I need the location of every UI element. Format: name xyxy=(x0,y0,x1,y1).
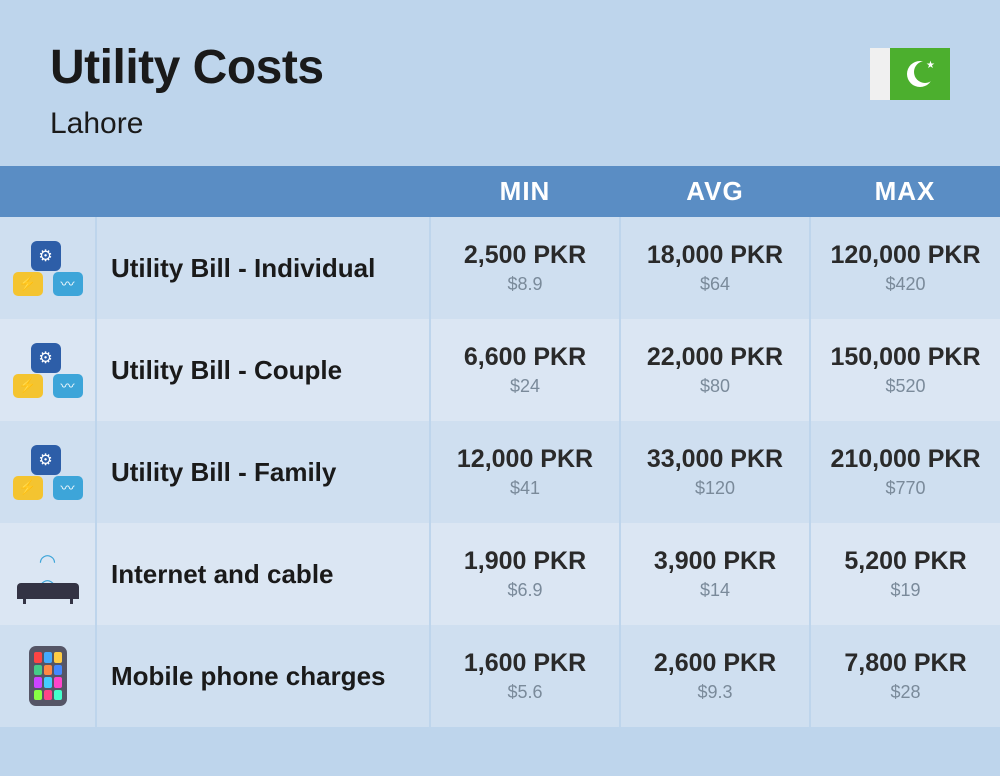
utility-costs-table: MIN AVG MAX ⚙⚡〰Utility Bill - Individual… xyxy=(0,166,1000,727)
page-subtitle: Lahore xyxy=(50,107,324,141)
row-icon-cell xyxy=(0,625,96,727)
table-row: ⚙⚡〰Utility Bill - Couple 6,600 PKR $24 22,0… xyxy=(0,319,1000,421)
min-usd: $8.9 xyxy=(439,274,611,295)
col-header-label xyxy=(96,166,430,217)
table-row: ◠◠ Internet and cable 1,900 PKR $6.9 3,900 P… xyxy=(0,523,1000,625)
avg-pkr: 33,000 PKR xyxy=(629,445,801,474)
row-label: Utility Bill - Individual xyxy=(96,217,430,319)
row-avg: 2,600 PKR $9.3 xyxy=(620,625,810,727)
row-max: 210,000 PKR $770 xyxy=(810,421,1000,523)
min-usd: $41 xyxy=(439,478,611,499)
max-usd: $420 xyxy=(819,274,992,295)
utility-icon: ⚙⚡〰 xyxy=(13,241,83,296)
row-avg: 3,900 PKR $14 xyxy=(620,523,810,625)
min-pkr: 12,000 PKR xyxy=(439,445,611,474)
min-pkr: 1,600 PKR xyxy=(439,649,611,678)
min-pkr: 6,600 PKR xyxy=(439,343,611,372)
row-icon-cell: ⚙⚡〰 xyxy=(0,217,96,319)
utility-icon: ⚙⚡〰 xyxy=(13,445,83,500)
row-min: 2,500 PKR $8.9 xyxy=(430,217,620,319)
col-header-avg: AVG xyxy=(620,166,810,217)
row-label: Mobile phone charges xyxy=(96,625,430,727)
row-icon-cell: ⚙⚡〰 xyxy=(0,319,96,421)
max-usd: $28 xyxy=(819,682,992,703)
avg-usd: $80 xyxy=(629,376,801,397)
row-max: 120,000 PKR $420 xyxy=(810,217,1000,319)
row-max: 150,000 PKR $520 xyxy=(810,319,1000,421)
router-icon: ◠◠ xyxy=(17,549,79,599)
avg-usd: $120 xyxy=(629,478,801,499)
min-pkr: 2,500 PKR xyxy=(439,241,611,270)
avg-pkr: 2,600 PKR xyxy=(629,649,801,678)
row-min: 1,900 PKR $6.9 xyxy=(430,523,620,625)
header: Utility Costs Lahore ★ xyxy=(0,0,1000,166)
min-pkr: 1,900 PKR xyxy=(439,547,611,576)
avg-pkr: 18,000 PKR xyxy=(629,241,801,270)
row-min: 6,600 PKR $24 xyxy=(430,319,620,421)
avg-pkr: 22,000 PKR xyxy=(629,343,801,372)
col-header-min: MIN xyxy=(430,166,620,217)
max-usd: $19 xyxy=(819,580,992,601)
avg-usd: $64 xyxy=(629,274,801,295)
utility-icon: ⚙⚡〰 xyxy=(13,343,83,398)
row-max: 5,200 PKR $19 xyxy=(810,523,1000,625)
row-avg: 33,000 PKR $120 xyxy=(620,421,810,523)
max-pkr: 5,200 PKR xyxy=(819,547,992,576)
col-header-max: MAX xyxy=(810,166,1000,217)
avg-usd: $14 xyxy=(629,580,801,601)
col-header-icon xyxy=(0,166,96,217)
row-min: 12,000 PKR $41 xyxy=(430,421,620,523)
phone-icon xyxy=(29,646,67,706)
row-label: Utility Bill - Family xyxy=(96,421,430,523)
table-row: ⚙⚡〰Utility Bill - Family 12,000 PKR $41 33,… xyxy=(0,421,1000,523)
max-usd: $520 xyxy=(819,376,992,397)
min-usd: $24 xyxy=(439,376,611,397)
row-avg: 18,000 PKR $64 xyxy=(620,217,810,319)
max-pkr: 120,000 PKR xyxy=(819,241,992,270)
max-pkr: 210,000 PKR xyxy=(819,445,992,474)
avg-usd: $9.3 xyxy=(629,682,801,703)
row-label: Utility Bill - Couple xyxy=(96,319,430,421)
max-pkr: 7,800 PKR xyxy=(819,649,992,678)
row-icon-cell: ◠◠ xyxy=(0,523,96,625)
avg-pkr: 3,900 PKR xyxy=(629,547,801,576)
max-pkr: 150,000 PKR xyxy=(819,343,992,372)
row-label: Internet and cable xyxy=(96,523,430,625)
row-icon-cell: ⚙⚡〰 xyxy=(0,421,96,523)
pakistan-flag-icon: ★ xyxy=(870,48,950,100)
title-block: Utility Costs Lahore xyxy=(50,40,324,141)
min-usd: $5.6 xyxy=(439,682,611,703)
row-max: 7,800 PKR $28 xyxy=(810,625,1000,727)
max-usd: $770 xyxy=(819,478,992,499)
table-row: Mobile phone charges 1,600 PKR $5.6 2,600 P… xyxy=(0,625,1000,727)
min-usd: $6.9 xyxy=(439,580,611,601)
table-row: ⚙⚡〰Utility Bill - Individual 2,500 PKR $8.… xyxy=(0,217,1000,319)
row-min: 1,600 PKR $5.6 xyxy=(430,625,620,727)
row-avg: 22,000 PKR $80 xyxy=(620,319,810,421)
page-title: Utility Costs xyxy=(50,40,324,95)
